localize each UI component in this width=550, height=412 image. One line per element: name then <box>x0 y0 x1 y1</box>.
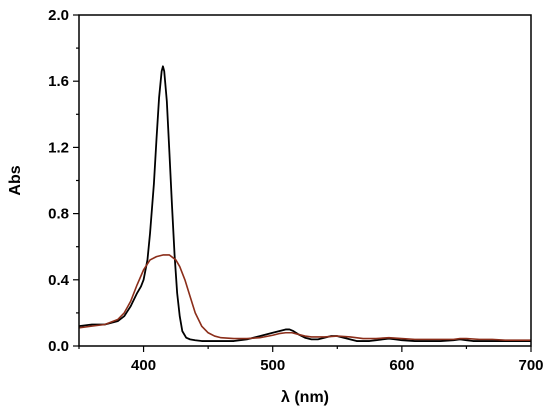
series-line-1 <box>78 65 531 342</box>
x-axis-label: λ (nm) <box>281 389 329 406</box>
series-layer <box>78 65 531 342</box>
y-tick-label: 2.0 <box>48 7 69 24</box>
x-tick-label: 600 <box>389 357 414 374</box>
series-line-2 <box>78 254 531 342</box>
ticks-layer <box>73 14 532 352</box>
x-tick-label: 500 <box>260 357 285 374</box>
y-tick-label: 0.0 <box>48 338 69 355</box>
y-tick-label: 0.4 <box>48 272 70 289</box>
y-axis-label: Abs <box>7 165 24 195</box>
y-tick-label: 1.2 <box>48 139 69 156</box>
x-tick-label: 400 <box>131 357 156 374</box>
y-tick-label: 1.6 <box>48 73 69 90</box>
tick-labels-layer: 400 500 600 700 0.0 0.4 0.8 1.2 1.6 2.0 <box>48 7 543 374</box>
x-tick-label: 700 <box>518 357 543 374</box>
y-tick-label: 0.8 <box>48 206 69 223</box>
